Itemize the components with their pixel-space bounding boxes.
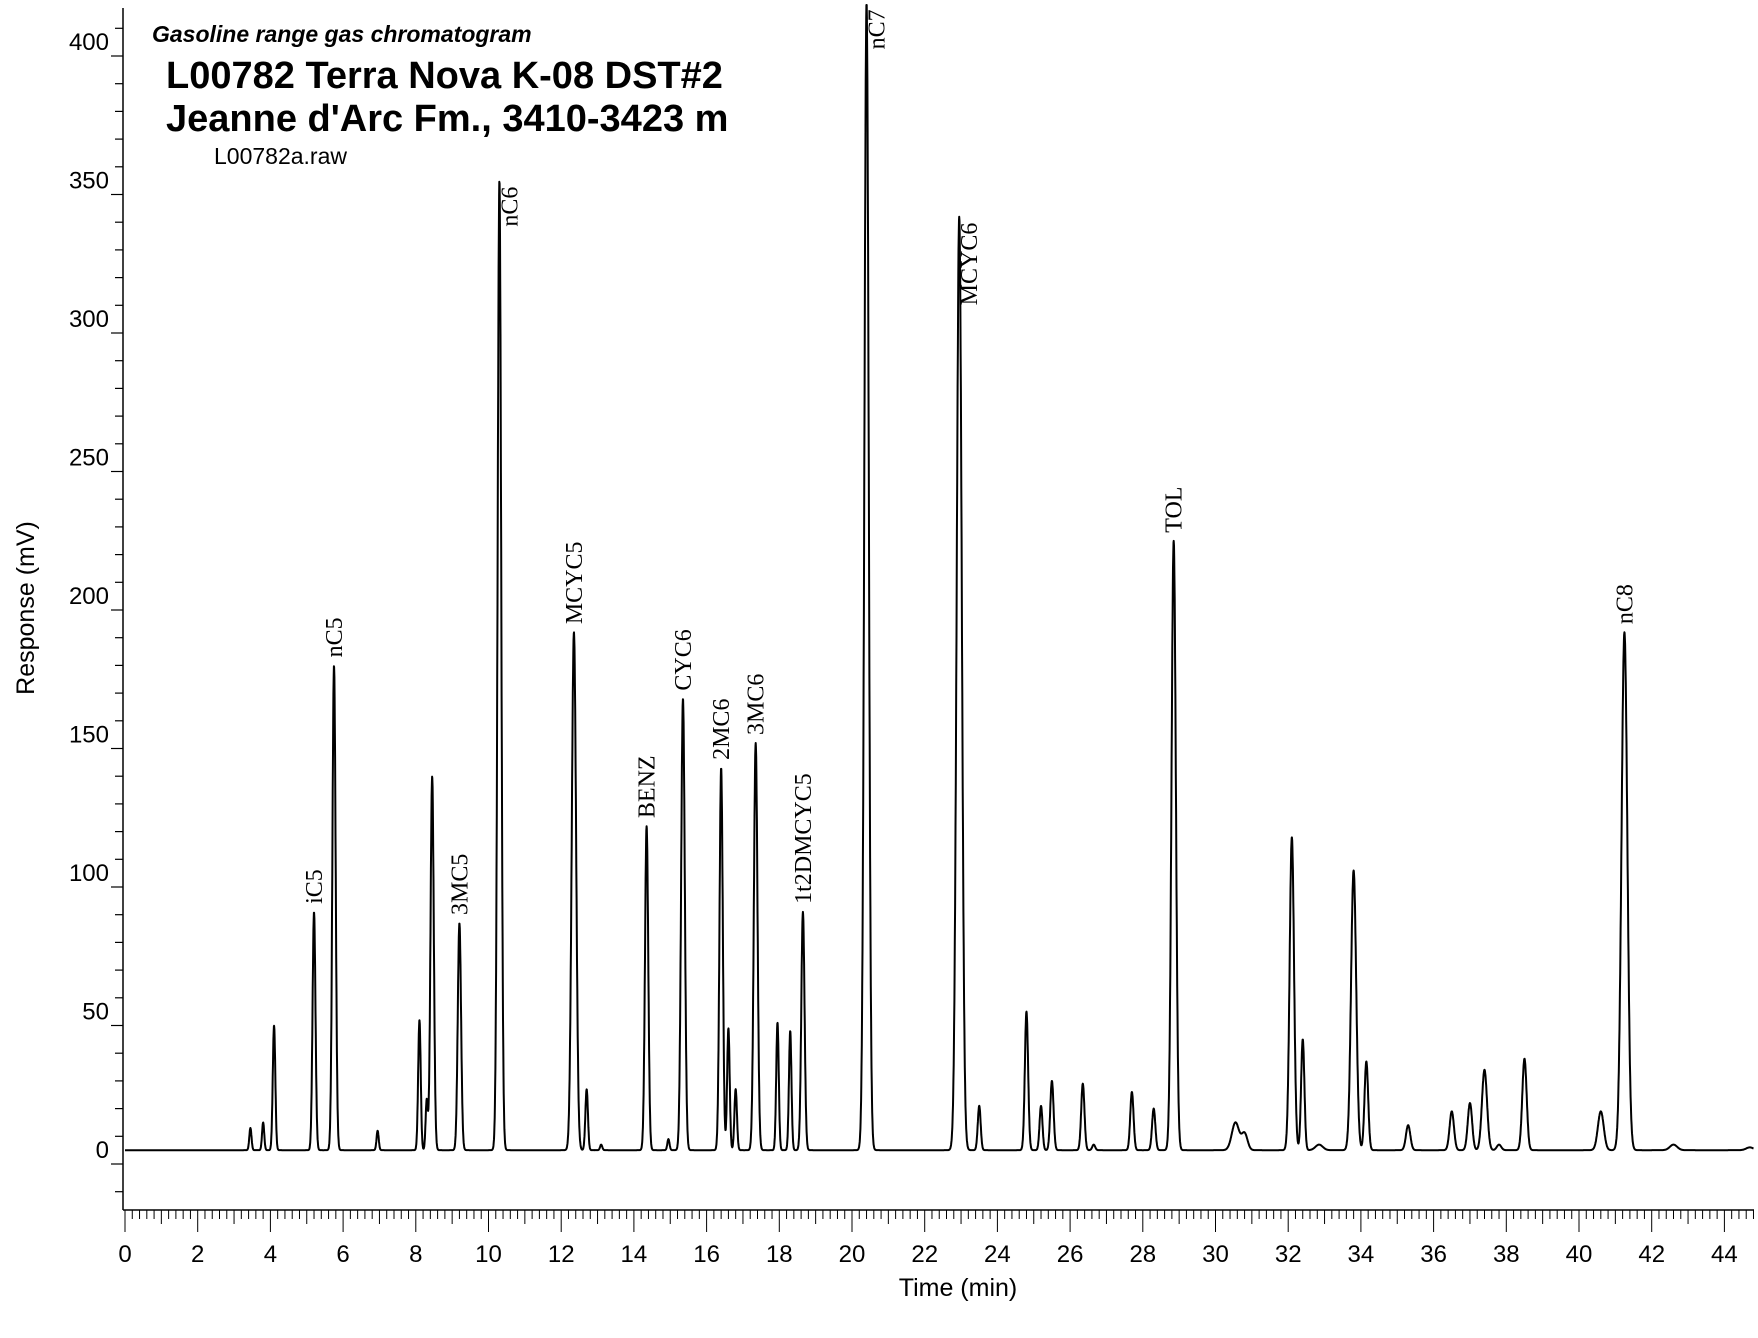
- peak-labels: iC5 nC5 3MC5 nC6 MCYC5 BENZ CYC6 2MC6 3MC6 1t2DMC…: [302, 9, 1638, 915]
- x-tick-label: 10: [475, 1241, 502, 1268]
- peak-label-3mc6: 3MC6: [744, 674, 770, 735]
- chart-subtitle-line-1: L00782 Terra Nova K-08 DST#2: [166, 55, 723, 97]
- y-tick-label: 100: [69, 860, 109, 887]
- peak-label-mcyc5: MCYC5: [562, 541, 588, 624]
- x-tick-label: 14: [621, 1241, 648, 1268]
- y-tick-label: 150: [69, 722, 109, 749]
- peak-label-benz: BENZ: [635, 755, 661, 818]
- peak-label-cyc6: CYC6: [671, 629, 697, 690]
- x-tick-label: 12: [548, 1241, 575, 1268]
- peak-label-tol: TOL: [1162, 487, 1188, 533]
- x-axis-title: Time (min): [899, 1274, 1018, 1302]
- x-tick-label: 26: [1057, 1241, 1084, 1268]
- peak-label-3mc5: 3MC5: [447, 854, 473, 915]
- x-tick-label: 0: [118, 1241, 131, 1268]
- x-tick-label: 28: [1129, 1241, 1156, 1268]
- x-tick-label: 16: [693, 1241, 720, 1268]
- peak-label-ic5: iC5: [302, 869, 328, 904]
- chart-title: Gasoline range gas chromatogram: [152, 21, 532, 47]
- peak-label-mcyc6: MCYC6: [957, 223, 983, 306]
- peak-label-1t2dmcyc5: 1t2DMCYC5: [791, 773, 817, 904]
- x-tick-label: 32: [1275, 1241, 1302, 1268]
- chart-subtitle-line-2: Jeanne d'Arc Fm., 3410-3423 m: [166, 98, 728, 140]
- x-tick-label: 44: [1711, 1241, 1738, 1268]
- x-tick-label: 38: [1493, 1241, 1520, 1268]
- y-tick-label: 250: [69, 445, 109, 472]
- peak-label-nc6: nC6: [497, 187, 523, 227]
- y-tick-label: 200: [69, 583, 109, 610]
- x-tick-label: 36: [1420, 1241, 1447, 1268]
- x-tick-label: 34: [1348, 1241, 1375, 1268]
- peak-label-nc8: nC8: [1612, 584, 1638, 624]
- peak-label-2mc6: 2MC6: [709, 699, 735, 760]
- x-tick-label: 30: [1202, 1241, 1229, 1268]
- y-tick-label: 350: [69, 168, 109, 195]
- x-tick-label: 40: [1566, 1241, 1593, 1268]
- file-label: L00782a.raw: [214, 143, 347, 169]
- x-tick-label: 42: [1638, 1241, 1665, 1268]
- x-tick-label: 24: [984, 1241, 1011, 1268]
- y-tick-label: 0: [96, 1137, 109, 1164]
- x-tick-label: 4: [264, 1241, 277, 1268]
- y-ticks: 0 50 100 150 200 250 300 350 400: [69, 27, 123, 1193]
- x-ticks: 0 2 4 6 8 10 12 14 16 18 20 22 24 26 28 30 32 34 36 38 40 42 4…: [118, 1210, 1754, 1268]
- y-axis-title: Response (mV): [12, 521, 40, 695]
- x-tick-label: 22: [911, 1241, 938, 1268]
- y-tick-label: 300: [69, 306, 109, 333]
- x-tick-label: 2: [191, 1241, 204, 1268]
- y-tick-label: 400: [69, 29, 109, 56]
- peak-label-nc7: nC7: [865, 9, 891, 49]
- x-tick-label: 20: [839, 1241, 866, 1268]
- x-tick-label: 18: [766, 1241, 793, 1268]
- peak-label-nc5: nC5: [322, 617, 348, 657]
- chromatogram-trace: [124, 4, 1755, 1152]
- x-tick-label: 8: [409, 1241, 422, 1268]
- x-tick-label: 6: [336, 1241, 349, 1268]
- y-tick-label: 50: [82, 999, 109, 1026]
